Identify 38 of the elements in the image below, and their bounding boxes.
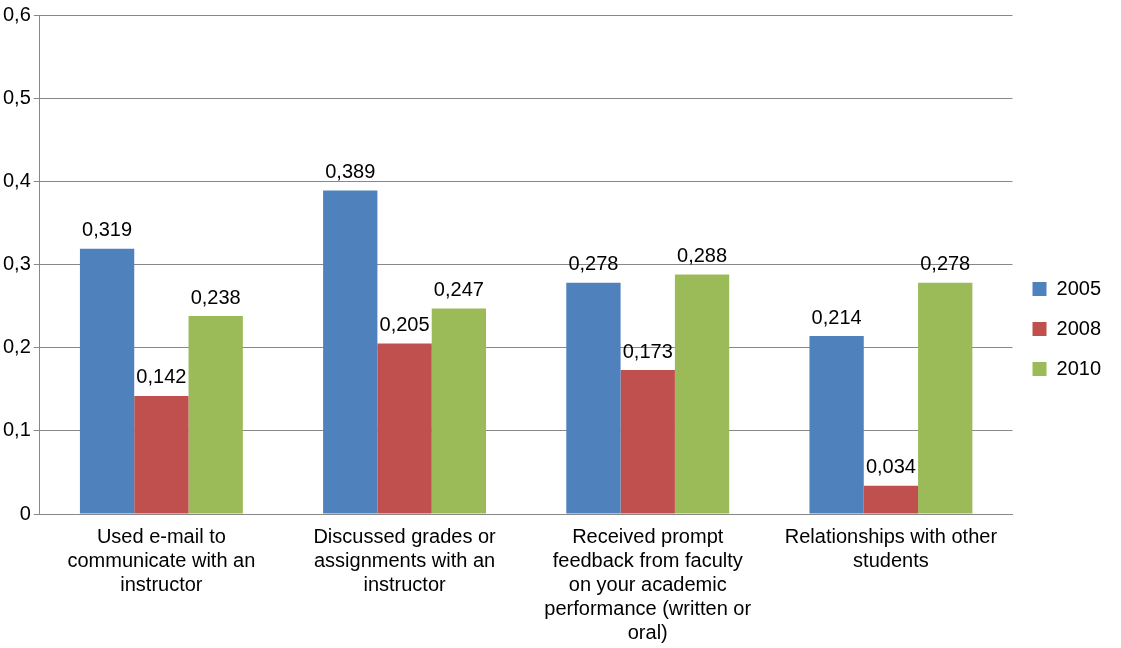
data-label: 0,214 xyxy=(811,305,862,328)
data-label: 0,238 xyxy=(190,285,241,308)
y-tick-label: 0,4 xyxy=(2,168,31,191)
data-label: 0,389 xyxy=(325,160,376,182)
bar xyxy=(134,395,189,514)
y-tick-label: 0,3 xyxy=(2,252,31,275)
data-label: 0,205 xyxy=(379,313,430,336)
y-tick-label: 0,5 xyxy=(2,85,31,108)
bar xyxy=(79,248,135,514)
x-tick-label: Relationships with other students xyxy=(784,524,998,571)
x-tick-label: Used e-mail to communicate with an instructor xyxy=(67,524,256,595)
data-label: 0,278 xyxy=(920,252,971,275)
bar xyxy=(863,485,919,514)
legend-label: 2005 xyxy=(1056,276,1102,299)
bar xyxy=(377,343,432,514)
bar xyxy=(809,336,864,514)
y-tick-label: 0 xyxy=(19,501,31,524)
bar xyxy=(674,274,730,514)
bar xyxy=(918,282,973,514)
data-label: 0,247 xyxy=(433,278,484,301)
x-tick-label: Received prompt feedback from faculty on your academic performance (written or oral) xyxy=(544,524,752,643)
legend-label: 2008 xyxy=(1056,316,1102,339)
bar xyxy=(188,316,243,514)
data-label: 0,142 xyxy=(136,365,187,388)
bar xyxy=(566,282,621,514)
data-label: 0,319 xyxy=(82,218,133,241)
x-tick-label: Discussed grades or assignments with an instructor xyxy=(313,524,497,595)
data-label: 0,288 xyxy=(677,244,728,266)
data-label: 0,173 xyxy=(622,339,673,362)
data-label: 0,034 xyxy=(865,455,916,478)
bar xyxy=(620,370,675,514)
y-tick-label: 0,2 xyxy=(2,335,31,358)
data-label: 0,278 xyxy=(568,252,619,275)
bar xyxy=(323,190,378,514)
bar xyxy=(431,308,487,514)
y-tick-label: 0,6 xyxy=(2,2,31,25)
legend-label: 2010 xyxy=(1056,356,1102,379)
y-tick-label: 0,1 xyxy=(2,418,31,441)
